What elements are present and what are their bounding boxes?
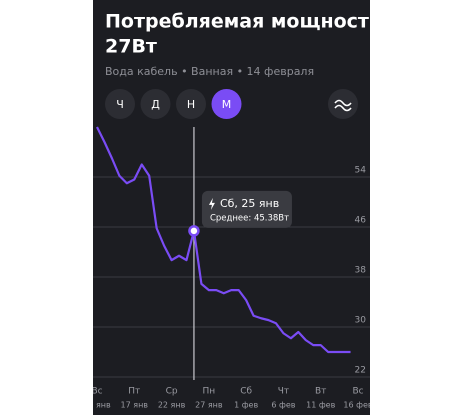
x-tick-label: Ср bbox=[166, 387, 178, 397]
x-tick-date: 22 янв bbox=[158, 401, 186, 410]
title: Потребляемая мощность bbox=[105, 11, 381, 33]
period-button-bg[interactable] bbox=[140, 89, 171, 119]
lightning-icon bbox=[208, 197, 215, 210]
x-tick-label: Чт bbox=[278, 387, 289, 397]
period-button[interactable]: М bbox=[211, 89, 242, 119]
x-tick-label: Вс bbox=[352, 387, 363, 397]
data-line bbox=[96, 126, 351, 354]
period-button-label[interactable]: М bbox=[222, 98, 232, 111]
tooltip-text: Среднее: 45.38Вт bbox=[210, 213, 289, 223]
tooltip-title: Сб, 25 янв bbox=[220, 197, 279, 210]
tooltip-bg bbox=[201, 190, 292, 228]
x-tick-date: 17 янв bbox=[121, 401, 149, 410]
subtitle: Вода кабель • Ванная • 14 февраля bbox=[105, 65, 314, 78]
tooltip: Сб, 25 янв Среднее: 45.38Вт bbox=[201, 190, 292, 228]
x-tick-date: 6 фев bbox=[271, 401, 295, 410]
x-tick-label: Пт bbox=[128, 387, 140, 397]
y-tick-label: 22 bbox=[355, 366, 366, 376]
compare-icon bbox=[334, 99, 352, 112]
x-tick-date: 12 янв bbox=[83, 401, 111, 410]
y-tick-label: 46 bbox=[355, 216, 367, 226]
period-button-label[interactable]: Ч bbox=[116, 98, 124, 111]
period-button-label[interactable]: Н bbox=[187, 98, 195, 111]
x-tick-label: Сб bbox=[240, 387, 252, 397]
compare-button[interactable] bbox=[328, 89, 358, 119]
x-tick-date: 16 фев bbox=[343, 401, 372, 410]
x-tick-date: 27 янв bbox=[195, 401, 223, 410]
current-value: 27Вт bbox=[105, 36, 157, 58]
selected-point[interactable] bbox=[188, 225, 200, 237]
x-tick-label: Вт bbox=[315, 387, 326, 397]
x-tick-date: 11 фев bbox=[306, 401, 335, 410]
period-button-bg[interactable] bbox=[176, 89, 206, 119]
period-button-label[interactable]: Д bbox=[151, 98, 160, 111]
period-button[interactable]: Д bbox=[140, 89, 171, 119]
x-tick-date: 1 фев bbox=[234, 401, 258, 410]
y-tick-label: 30 bbox=[355, 316, 367, 326]
period-button[interactable]: Ч bbox=[105, 89, 135, 119]
y-tick-label: 54 bbox=[355, 166, 367, 176]
chart: 22 30 38 46 54 Вс 12 янв Пт 17 янв Ср 22 янв Пн 27 я… bbox=[83, 126, 372, 410]
period-button[interactable]: Н bbox=[176, 89, 206, 119]
x-tick-label: Пн bbox=[203, 387, 216, 397]
period-button-bg[interactable] bbox=[211, 89, 242, 119]
x-tick-label: Вс bbox=[91, 387, 102, 397]
y-tick-label: 38 bbox=[355, 266, 367, 276]
period-button-bg[interactable] bbox=[105, 89, 135, 119]
